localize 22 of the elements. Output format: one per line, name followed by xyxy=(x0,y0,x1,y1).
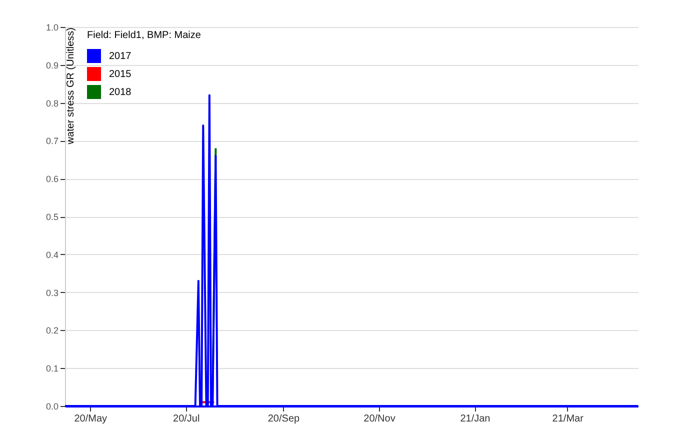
legend-label: 2018 xyxy=(109,87,132,98)
y-axis-title: water stress GR (Unitless) xyxy=(66,28,76,146)
y-tick-label: 0.6 xyxy=(46,174,58,184)
y-tick-label: 0.1 xyxy=(46,364,58,374)
x-tick-label: 20/Nov xyxy=(364,414,396,424)
x-tick-label: 21/Mar xyxy=(552,414,584,424)
y-tick-label: 0.7 xyxy=(46,136,58,146)
y-tick-label: 0.2 xyxy=(46,326,58,336)
x-tick-label: 20/Sep xyxy=(268,414,300,424)
chart-title: Field: Field1, BMP: Maize xyxy=(87,30,202,41)
y-tick-label: 0.9 xyxy=(46,60,58,70)
y-tick-label: 0.8 xyxy=(46,98,58,108)
x-tick-label: 20/May xyxy=(74,414,108,424)
y-tick-label: 1.0 xyxy=(46,22,58,32)
legend-label: 2015 xyxy=(109,69,132,80)
y-tick-label: 0.4 xyxy=(46,250,58,260)
y-tick-label: 0.0 xyxy=(46,402,58,412)
x-tick-label: 20/Jul xyxy=(173,414,200,424)
x-tick-label: 21/Jan xyxy=(460,414,490,424)
y-tick-label: 0.3 xyxy=(46,288,58,298)
legend-label: 2017 xyxy=(109,51,132,62)
y-tick-label: 0.5 xyxy=(46,212,58,222)
